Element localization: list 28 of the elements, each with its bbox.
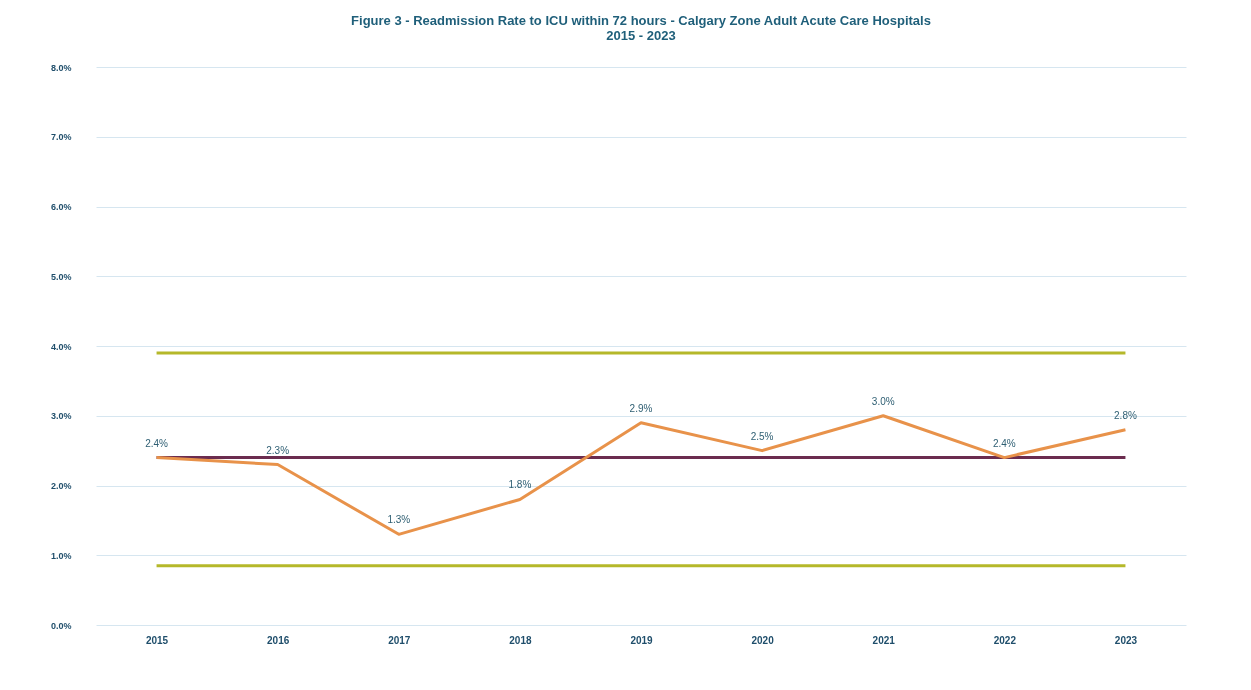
data-label: 1.8% [508, 479, 532, 491]
y-tick-label: 3.0% [50, 411, 72, 422]
x-tick-label: 2021 [872, 634, 896, 646]
x-tick-label: 2022 [993, 634, 1017, 646]
y-tick-label: 6.0% [50, 202, 72, 212]
y-tick-label: 4.0% [50, 341, 72, 352]
data-label: 2.4% [992, 437, 1016, 449]
y-tick-label: 7.0% [50, 132, 72, 143]
data-label: 2.4% [145, 437, 169, 449]
data-label: 2.8% [1114, 409, 1137, 421]
x-tick-label: 2018 [509, 634, 532, 646]
y-tick-label: 0.0% [50, 620, 72, 631]
x-tick-label: 2019 [630, 634, 654, 646]
y-tick-label: 5.0% [50, 271, 72, 282]
y-tick-label: 8.0% [50, 62, 72, 73]
data-label: 3.0% [871, 395, 895, 407]
x-tick-label: 2017 [388, 634, 411, 646]
data-label: 2.9% [629, 402, 653, 414]
data-label: 2.3% [266, 444, 290, 456]
x-tick-label: 2020 [751, 634, 775, 646]
data-label: 2.5% [750, 430, 774, 442]
x-tick-label: 2023 [1114, 634, 1138, 646]
y-tick-label: 1.0% [50, 550, 72, 561]
data-label: 1.3% [387, 514, 411, 526]
chart-title: Figure 3 - Readmission Rate to ICU within 72 hours - Calgary Zone Adult Acute Care Hospitals 2015 - 2023 [351, 13, 931, 43]
x-tick-label: 2016 [267, 634, 290, 646]
y-tick-label: 2.0% [50, 481, 72, 491]
x-tick-label: 2015 [145, 634, 169, 646]
